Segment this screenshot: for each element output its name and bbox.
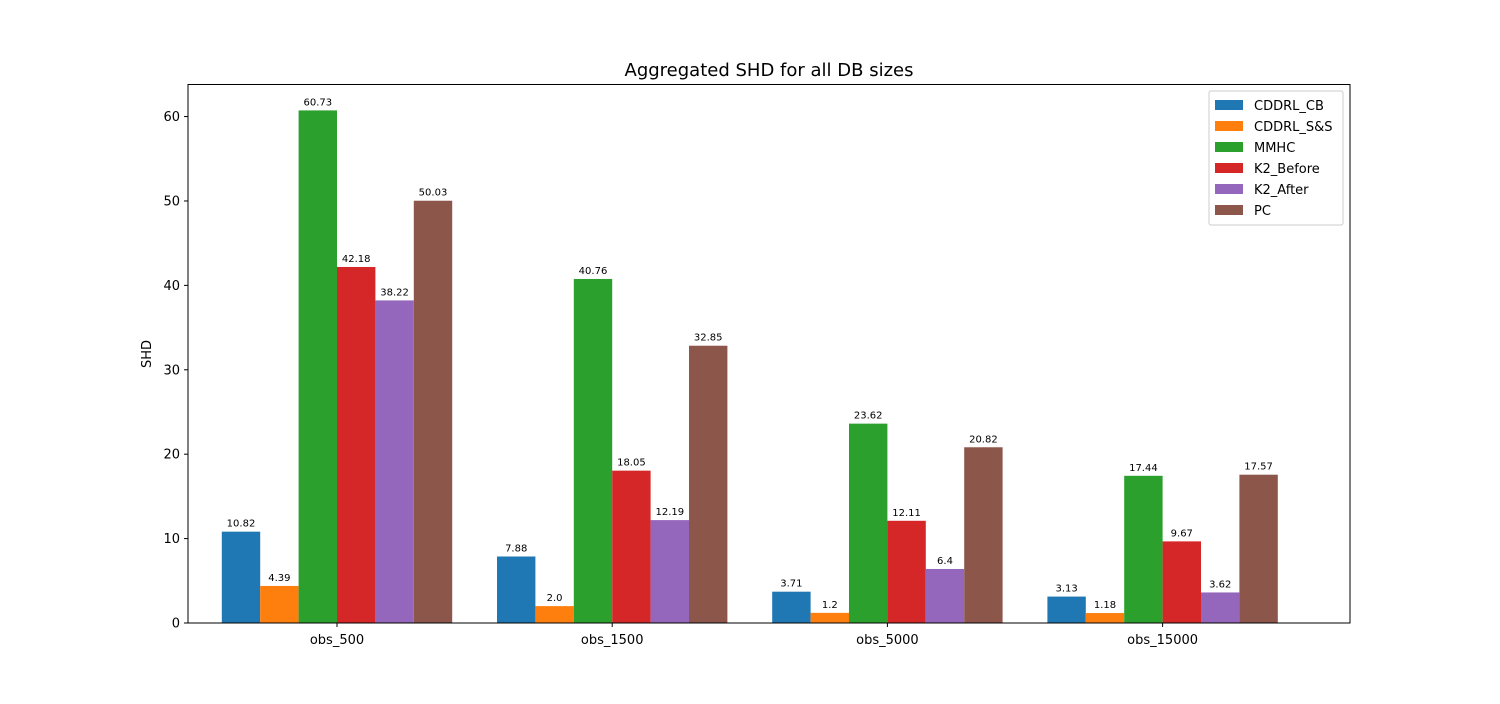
bar-labels-layer: 10.82 4.39 60.73 42.18 38.22 50.03 7.88 2.0 40.7… <box>227 97 1273 611</box>
bar-k2-before-obs-500 <box>337 266 376 623</box>
bar-value-label: 3.13 <box>1055 584 1077 595</box>
y-tick-label: 20 <box>163 448 180 463</box>
bar-mmhc-obs-5000 <box>849 423 888 623</box>
x-tick-label: obs_15000 <box>1127 633 1198 648</box>
bar-mmhc-obs-15000 <box>1124 475 1163 623</box>
x-tick-label: obs_500 <box>310 633 364 648</box>
legend-label-cddrl-cb: CDDRL_CB <box>1254 99 1324 114</box>
legend-swatch-cddrl-cb <box>1215 100 1243 110</box>
bar-value-label: 7.88 <box>505 543 527 554</box>
legend-label-pc: PC <box>1254 204 1271 219</box>
bar-pc-obs-15000 <box>1239 474 1278 623</box>
bar-value-label: 17.57 <box>1244 462 1273 473</box>
legend-label-mmhc: MMHC <box>1254 141 1295 156</box>
bar-cddrl-cb-obs-1500 <box>497 556 536 623</box>
bar-cddrl-s-s-obs-500 <box>260 585 299 623</box>
bars-layer <box>221 110 1278 623</box>
bar-k2-before-obs-5000 <box>887 520 926 623</box>
bar-value-label: 40.76 <box>579 266 608 277</box>
bar-value-label: 17.44 <box>1129 463 1158 474</box>
bar-value-label: 4.39 <box>268 573 290 584</box>
y-tick-label: 30 <box>163 363 180 378</box>
legend-label-k2-before: K2_Before <box>1254 162 1320 177</box>
legend-label-cddrl-s-s: CDDRL_S&S <box>1254 120 1333 135</box>
bar-value-label: 60.73 <box>303 97 332 108</box>
bar-k2-before-obs-1500 <box>612 470 651 623</box>
bar-mmhc-obs-1500 <box>573 278 613 623</box>
legend-swatch-mmhc <box>1215 142 1243 152</box>
bar-value-label: 18.05 <box>617 458 646 469</box>
bar-mmhc-obs-500 <box>298 110 337 623</box>
y-tick-label: 40 <box>163 279 180 294</box>
bar-value-label: 32.85 <box>694 333 723 344</box>
bar-k2-after-obs-1500 <box>650 520 689 623</box>
legend-label-k2-after: K2_After <box>1254 183 1309 198</box>
bar-cddrl-cb-obs-500 <box>221 531 261 623</box>
bar-cddrl-s-s-obs-5000 <box>810 612 849 623</box>
legend-swatch-k2-after <box>1215 184 1243 194</box>
bar-cddrl-s-s-obs-1500 <box>535 606 574 623</box>
bar-value-label: 3.62 <box>1209 579 1231 590</box>
bar-value-label: 42.18 <box>342 254 371 265</box>
bar-value-label: 10.82 <box>227 519 256 530</box>
legend-swatch-cddrl-s-s <box>1215 121 1243 131</box>
x-tick-label: obs_1500 <box>581 633 644 648</box>
bar-value-label: 1.2 <box>822 600 838 611</box>
bar-value-label: 3.71 <box>780 579 802 590</box>
bar-value-label: 6.4 <box>937 556 953 567</box>
bar-k2-after-obs-500 <box>375 300 414 623</box>
bar-value-label: 1.18 <box>1094 600 1116 611</box>
bar-pc-obs-5000 <box>964 447 1003 623</box>
bar-cddrl-s-s-obs-15000 <box>1085 613 1125 623</box>
bar-value-label: 20.82 <box>969 434 998 445</box>
bar-cddrl-cb-obs-5000 <box>772 591 811 623</box>
legend-swatch-pc <box>1215 205 1243 215</box>
legend-swatch-k2-before <box>1215 163 1243 173</box>
plot-frame <box>187 84 1351 624</box>
y-tick-label: 10 <box>163 532 180 547</box>
chart-title: Aggregated SHD for all DB sizes <box>625 60 914 81</box>
bar-pc-obs-1500 <box>689 345 728 623</box>
bar-k2-after-obs-15000 <box>1201 592 1240 623</box>
y-axis: 0 10 20 30 40 50 60 <box>163 110 188 632</box>
bar-value-label: 2.0 <box>547 593 563 604</box>
bar-value-label: 38.22 <box>380 287 409 298</box>
bar-pc-obs-500 <box>413 200 453 623</box>
bar-value-label: 9.67 <box>1171 528 1193 539</box>
bar-cddrl-cb-obs-15000 <box>1047 596 1086 623</box>
x-axis: obs_500 obs_1500 obs_5000 obs_15000 <box>310 623 1198 648</box>
legend: CDDRL_CB CDDRL_S&S MMHC K2_Before K2_After PC <box>1208 90 1344 226</box>
bar-value-label: 12.11 <box>892 508 921 519</box>
bar-value-label: 23.62 <box>854 411 883 422</box>
y-axis-label: SHD <box>140 340 155 368</box>
x-tick-label: obs_5000 <box>856 633 919 648</box>
bar-k2-after-obs-5000 <box>925 568 965 623</box>
y-tick-label: 0 <box>172 617 180 632</box>
bar-value-label: 12.19 <box>655 507 684 518</box>
bar-value-label: 50.03 <box>419 188 448 199</box>
y-tick-label: 60 <box>163 110 180 125</box>
y-tick-label: 50 <box>163 194 180 209</box>
bar-k2-before-obs-15000 <box>1162 541 1201 623</box>
